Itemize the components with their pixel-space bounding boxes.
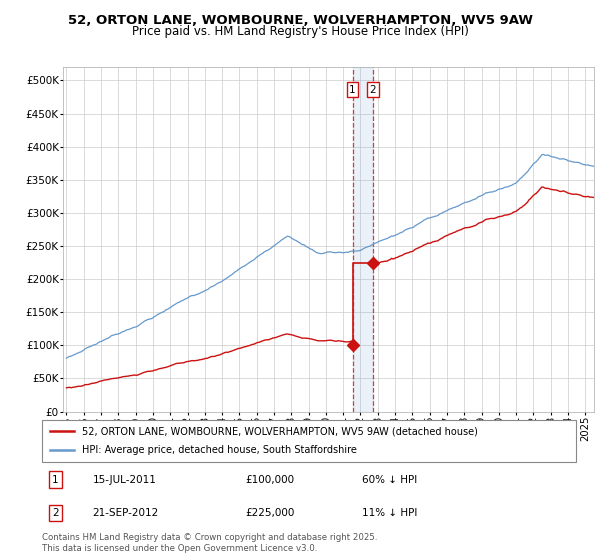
Text: 52, ORTON LANE, WOMBOURNE, WOLVERHAMPTON, WV5 9AW: 52, ORTON LANE, WOMBOURNE, WOLVERHAMPTON… (67, 14, 533, 27)
Text: £225,000: £225,000 (245, 508, 294, 518)
Text: £100,000: £100,000 (245, 475, 294, 484)
Text: HPI: Average price, detached house, South Staffordshire: HPI: Average price, detached house, Sout… (82, 445, 357, 455)
Text: 2: 2 (370, 85, 376, 95)
Text: 21-SEP-2012: 21-SEP-2012 (93, 508, 159, 518)
Text: 15-JUL-2011: 15-JUL-2011 (93, 475, 157, 484)
Text: 1: 1 (349, 85, 356, 95)
Text: 60% ↓ HPI: 60% ↓ HPI (362, 475, 418, 484)
FancyBboxPatch shape (42, 420, 576, 462)
Text: Price paid vs. HM Land Registry's House Price Index (HPI): Price paid vs. HM Land Registry's House … (131, 25, 469, 38)
Text: 11% ↓ HPI: 11% ↓ HPI (362, 508, 418, 518)
Text: Contains HM Land Registry data © Crown copyright and database right 2025.
This d: Contains HM Land Registry data © Crown c… (42, 533, 377, 553)
Bar (353, 67, 373, 412)
Text: 1: 1 (52, 475, 59, 484)
Text: 52, ORTON LANE, WOMBOURNE, WOLVERHAMPTON, WV5 9AW (detached house): 52, ORTON LANE, WOMBOURNE, WOLVERHAMPTON… (82, 426, 478, 436)
Text: 2: 2 (52, 508, 59, 518)
